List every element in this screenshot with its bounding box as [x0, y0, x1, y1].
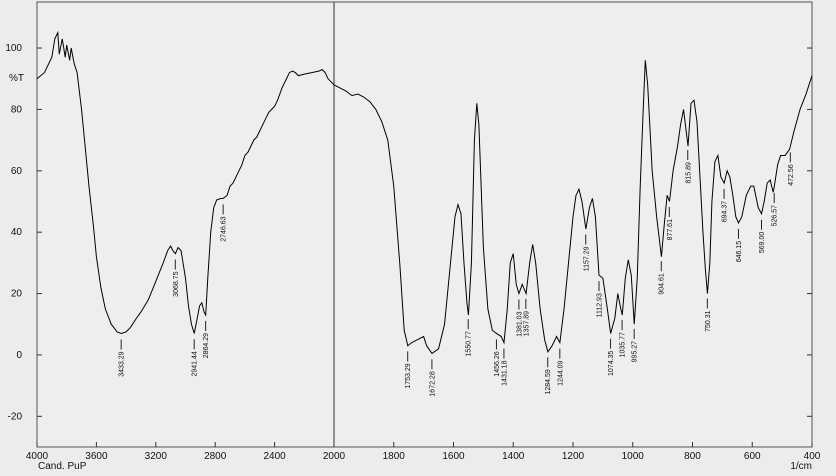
y-tick-label: 100 — [5, 43, 22, 54]
x-tick-label: 2400 — [263, 451, 286, 462]
x-tick-label: 1800 — [383, 451, 406, 462]
peak-label: 1157.29 — [583, 246, 590, 271]
x-tick-label: 400 — [804, 451, 821, 462]
peak-label: 877.61 — [667, 219, 674, 241]
y-tick-label: 60 — [11, 166, 23, 177]
peak-label: 1244.09 — [557, 361, 564, 386]
peak-label: 904.61 — [659, 273, 666, 295]
y-tick-label: 40 — [11, 227, 23, 238]
peak-label: 694.37 — [722, 201, 729, 223]
peak-label: 1550.77 — [466, 331, 473, 356]
peak-label: 2746.63 — [221, 216, 228, 241]
x-tick-label: 1400 — [502, 451, 525, 462]
x-tick-label: 2000 — [323, 451, 346, 462]
y-tick-label: 0 — [16, 350, 22, 361]
peak-label: 526.57 — [772, 205, 779, 227]
peak-label: 815.89 — [685, 162, 692, 184]
peak-label: 1074.35 — [608, 351, 615, 376]
peak-label: 1284.59 — [545, 369, 552, 394]
footer: Cand. PuP — [38, 461, 87, 472]
peak-label: 1357.89 — [523, 311, 530, 336]
x-tick-label: 4000 — [26, 451, 49, 462]
x-tick-label: 1000 — [622, 451, 645, 462]
peak-label: 1112.93 — [597, 293, 604, 317]
x-tick-label: 800 — [684, 451, 701, 462]
y-axis-label: %T — [9, 73, 24, 84]
peak-label: 1753.29 — [405, 363, 412, 388]
peak-label: 1381.03 — [516, 311, 523, 336]
peak-label: 1431.18 — [501, 360, 508, 385]
x-tick-label: 1600 — [442, 451, 465, 462]
x-axis-label: 1/cm — [790, 461, 812, 472]
spectrum-line — [36, 30, 813, 355]
x-tick-label: 3600 — [85, 451, 108, 462]
x-tick-label: 1200 — [562, 451, 585, 462]
peak-label: 472.56 — [788, 164, 795, 186]
y-tick-label: -20 — [8, 411, 23, 422]
x-tick-label: 600 — [744, 451, 761, 462]
peak-label: 3068.75 — [173, 271, 180, 296]
x-tick-label: 3200 — [145, 451, 168, 462]
y-tick-label: 80 — [11, 104, 23, 115]
peak-label: 1456.26 — [494, 351, 501, 376]
peak-label: 2864.29 — [203, 333, 210, 358]
peak-label: 3433.29 — [119, 351, 126, 376]
peak-label: 1035.77 — [620, 332, 627, 357]
peak-label: 995.27 — [632, 341, 639, 363]
peak-label: 750.31 — [705, 310, 712, 332]
peak-label: 2941.44 — [192, 351, 199, 376]
peak-label: 569.00 — [759, 232, 766, 254]
plot-frame — [36, 1, 813, 448]
peak-label: 646.15 — [736, 241, 743, 263]
x-tick-label: 2800 — [204, 451, 227, 462]
y-tick-label: 20 — [11, 289, 23, 300]
peak-label: 1672.28 — [429, 371, 436, 396]
